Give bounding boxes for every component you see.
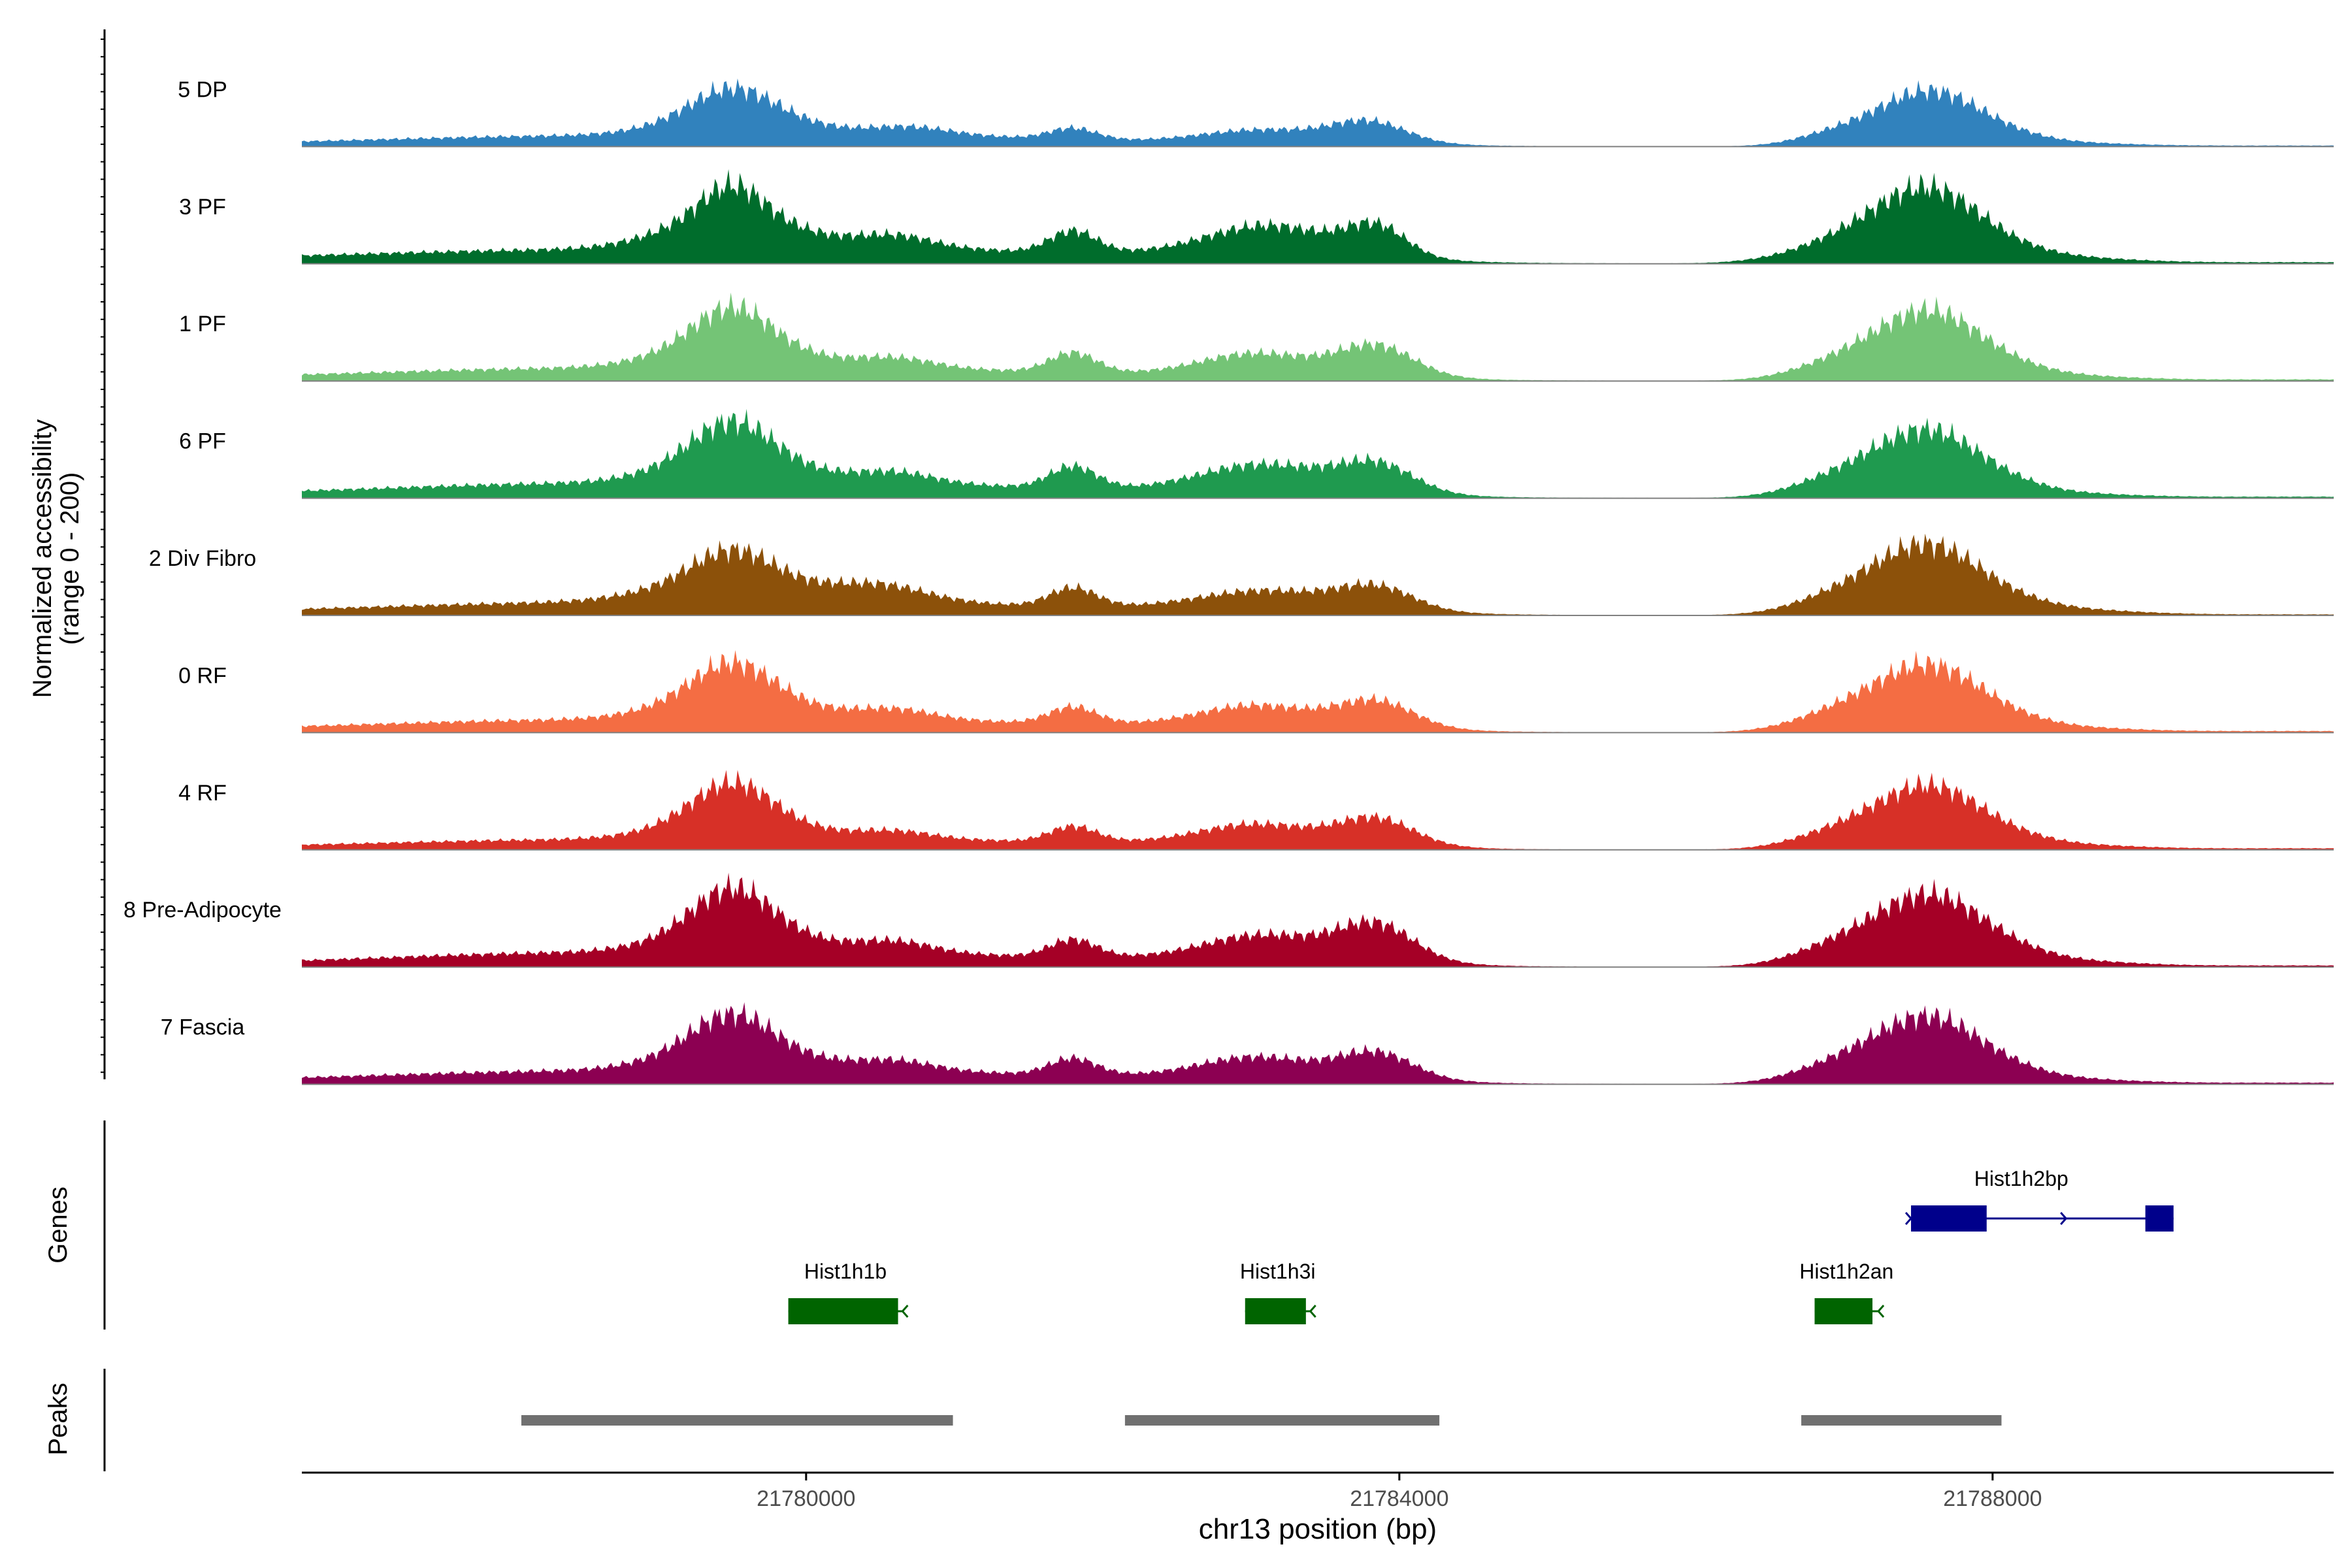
gene-label: Hist1h2an	[1799, 1260, 1893, 1283]
peak-region	[521, 1415, 953, 1426]
coverage-area-4-rf	[302, 770, 2334, 850]
y-axis-label-line2: (range 0 - 200)	[56, 472, 84, 645]
gene-exon	[1911, 1205, 1987, 1232]
coverage-area-2-div-fibro	[302, 533, 2334, 615]
peaks-panel-label: Peaks	[44, 1382, 73, 1455]
genes-track: Hist1h2bp Hist1h1b Hist1h3i Hist1h2an	[788, 1167, 2174, 1324]
track-label: 1 PF	[179, 312, 226, 336]
gene-label: Hist1h1b	[804, 1260, 887, 1283]
gene-exon	[788, 1298, 898, 1324]
genes-panel-label: Genes	[44, 1186, 73, 1264]
gene-exon	[1814, 1298, 1873, 1324]
coverage-area-6-pf	[302, 408, 2334, 498]
track-label: 7 Fascia	[161, 1015, 245, 1040]
coverage-area-8-pre-adipocyte	[302, 872, 2334, 968]
track-0-rf: 0 RF	[178, 650, 2334, 734]
gene-label: Hist1h3i	[1240, 1260, 1316, 1283]
coverage-tracks: 5 DP 3 PF 1 PF 6 PF 2 Div Fibro 0 RF 4 RF 8 Pre…	[123, 77, 2334, 1085]
track-3-pf: 3 PF	[179, 169, 2334, 265]
coverage-area-3-pf	[302, 169, 2334, 264]
coverage-y-ticks	[101, 39, 105, 1073]
track-8-pre-adipocyte: 8 Pre-Adipocyte	[123, 872, 2334, 968]
strand-arrow	[2060, 1212, 2068, 1225]
track-1-pf: 1 PF	[179, 292, 2334, 382]
x-tick-label: 21784000	[1350, 1486, 1448, 1511]
track-6-pf: 6 PF	[179, 408, 2334, 499]
gene-exon	[1245, 1298, 1306, 1324]
track-label: 0 RF	[178, 663, 227, 688]
peak-region	[1801, 1415, 2002, 1426]
strand-arrow	[1904, 1212, 1913, 1225]
peaks-track	[521, 1415, 2002, 1426]
y-axis-label-line1: Normalized accessibility	[28, 419, 57, 698]
strand-arrow	[1877, 1305, 1885, 1318]
x-tick-label: 21780000	[757, 1486, 855, 1511]
strand-arrow	[901, 1305, 909, 1318]
track-label: 8 Pre-Adipocyte	[123, 898, 282, 923]
track-4-rf: 4 RF	[178, 770, 2334, 851]
track-label: 4 RF	[178, 781, 227, 806]
track-5-dp: 5 DP	[178, 77, 2334, 148]
track-label: 5 DP	[178, 77, 227, 102]
track-label: 2 Div Fibro	[149, 546, 256, 571]
coverage-area-1-pf	[302, 292, 2334, 382]
gene-hist1h2an: Hist1h2an	[1799, 1260, 1893, 1324]
coverage-area-7-fascia	[302, 1002, 2334, 1085]
gene-hist1h1b: Hist1h1b	[788, 1260, 909, 1324]
coverage-area-0-rf	[302, 650, 2334, 733]
gene-label: Hist1h2bp	[1974, 1167, 2068, 1190]
gene-exon	[2145, 1205, 2174, 1232]
x-tick-label: 21788000	[1943, 1486, 2042, 1511]
x-axis-label: chr13 position (bp)	[1199, 1513, 1437, 1545]
gene-hist1h3i: Hist1h3i	[1240, 1260, 1316, 1324]
track-7-fascia: 7 Fascia	[161, 1002, 2334, 1085]
x-axis-ticks: 21780000 21784000 21788000	[757, 1473, 2042, 1511]
peak-region	[1124, 1415, 1440, 1426]
coverage-area-5-dp	[302, 78, 2334, 147]
track-label: 3 PF	[179, 195, 226, 220]
gene-hist1h2bp: Hist1h2bp	[1904, 1167, 2174, 1232]
track-2-div-fibro: 2 Div Fibro	[149, 533, 2334, 616]
track-label: 6 PF	[179, 429, 226, 454]
strand-arrow	[1309, 1305, 1316, 1318]
